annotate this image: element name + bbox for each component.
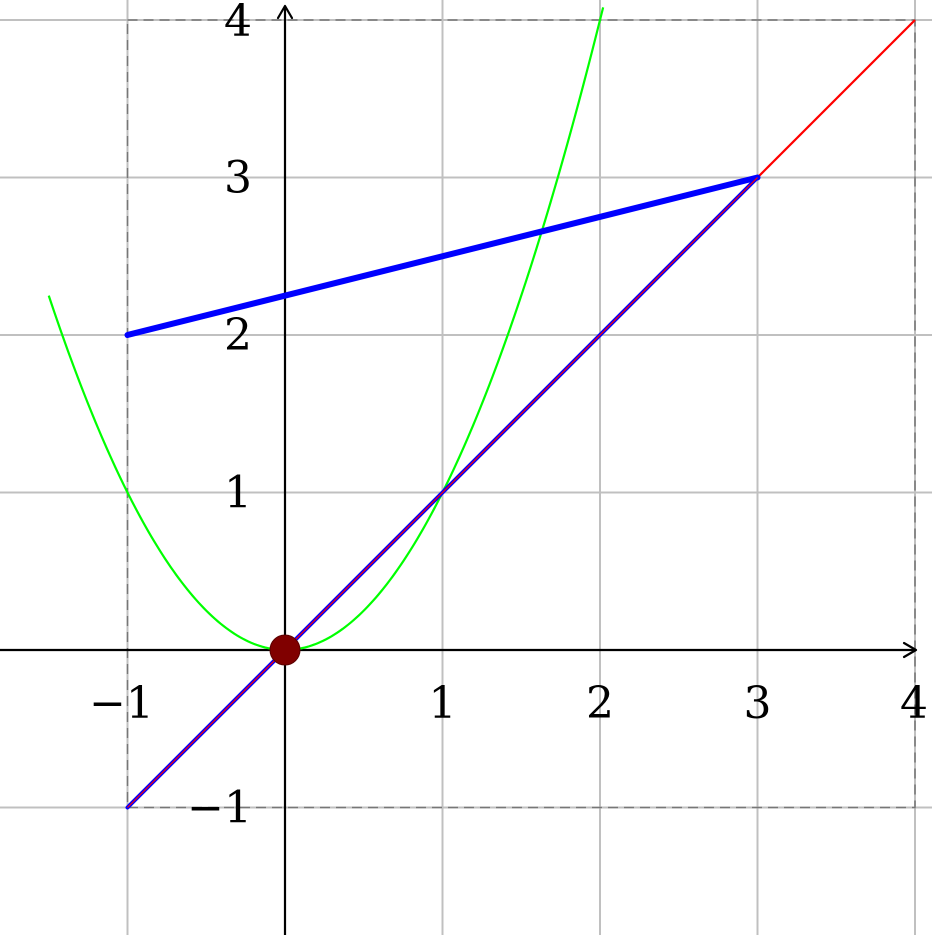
x-axis-arrow (902, 641, 918, 659)
plot-curves (47, 7, 916, 810)
x-tick-label: 2 (586, 678, 614, 729)
x-tick-label: 3 (744, 678, 772, 729)
dashed-bounding-box (126, 19, 916, 809)
tick-labels: −1 1 2 3 4 −1 1 2 3 4 (89, 0, 928, 834)
x-tick-label: 1 (429, 678, 457, 729)
y-tick-label: 4 (224, 0, 252, 47)
x-tick-label: −1 (89, 678, 154, 729)
y-axis-arrow (276, 4, 294, 20)
identity-line-overlay (127, 177, 758, 808)
dashed-box (126, 19, 916, 809)
x-tick-label: 4 (900, 678, 928, 729)
axes (0, 4, 918, 935)
y-tick-label: 3 (224, 153, 252, 204)
blue-segment (124, 174, 761, 338)
parabola-curve (47, 7, 605, 652)
y-tick-label: −1 (187, 783, 252, 834)
y-tick-label: 1 (224, 468, 252, 519)
origin-marker (269, 634, 301, 666)
y-tick-label: 2 (224, 310, 252, 361)
